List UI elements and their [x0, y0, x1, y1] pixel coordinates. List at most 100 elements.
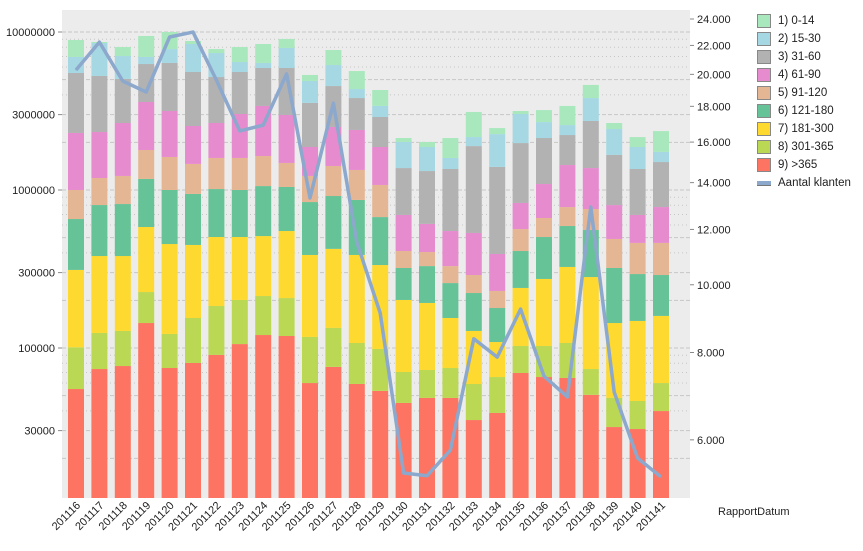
bar-segment-3	[582, 120, 599, 169]
bar-segment-8	[582, 369, 599, 395]
bar-segment-4	[442, 231, 459, 267]
legend-label: 5) 91-120	[778, 87, 828, 99]
bar-segment-3	[629, 169, 646, 215]
bar-segment-7	[208, 237, 225, 306]
bar-segment-2	[395, 141, 412, 169]
bar-segment-8	[302, 336, 318, 384]
bar-segment-1	[278, 38, 295, 48]
bar-segment-5	[91, 178, 108, 206]
bar-segment-9	[559, 377, 576, 498]
legend-swatch	[757, 50, 771, 64]
bar-segment-3	[348, 98, 365, 130]
line-point	[309, 197, 311, 199]
bar-segment-2	[325, 65, 342, 87]
bar-segment-9	[91, 369, 108, 498]
bar-segment-1	[68, 39, 84, 57]
y2-tick-label: 12.000	[697, 224, 731, 236]
bar-segment-8	[68, 347, 84, 390]
bar-segment-1	[442, 138, 459, 158]
bar-segment-7	[348, 254, 365, 343]
bar-segment-2	[138, 56, 155, 65]
bar-segment-7	[372, 265, 389, 349]
bar-segment-8	[465, 383, 482, 421]
legend-label: 6) 121-180	[778, 105, 834, 117]
bar-segment-1	[559, 105, 576, 126]
line-point	[145, 91, 147, 93]
legend-item: 6) 121-180	[757, 102, 851, 120]
bar-segment-1	[348, 71, 365, 90]
bar-segment-3	[302, 102, 318, 148]
bar-segment-8	[512, 345, 529, 373]
bar-segment-2	[606, 129, 623, 155]
bar-segment-7	[255, 236, 272, 297]
line-point	[637, 457, 639, 459]
legend-item: 5) 91-120	[757, 84, 851, 102]
bar-segment-8	[653, 383, 669, 412]
bar-segment-5	[255, 156, 272, 187]
bar-segment-9	[348, 383, 365, 498]
legend-label: 1) 0-14	[778, 15, 815, 27]
bar-segment-8	[395, 371, 412, 403]
bar-segment-3	[442, 169, 459, 232]
bar-segment-2	[231, 62, 248, 72]
bar-segment-6	[465, 293, 482, 331]
bar-segment-3	[231, 71, 248, 115]
bar-segment-1	[114, 47, 131, 57]
x-axis-title: RapportDatum	[718, 506, 790, 518]
bar-segment-3	[465, 146, 482, 233]
legend-item: 9) >365	[757, 156, 851, 174]
legend-swatch	[757, 68, 771, 82]
bar-segment-6	[512, 251, 529, 288]
bar-segment-3	[161, 62, 178, 112]
bar-segment-1	[512, 111, 529, 115]
line-point	[496, 356, 498, 358]
bar-segment-9	[278, 336, 295, 498]
bar-segment-2	[185, 44, 201, 72]
bar-segment-4	[372, 147, 389, 185]
bar-segment-5	[606, 238, 623, 268]
bar-segment-5	[348, 169, 365, 200]
bar-segment-9	[489, 412, 506, 498]
bar-segment-6	[489, 308, 506, 343]
bar-segment-6	[395, 267, 412, 300]
bar-segment-7	[442, 317, 459, 369]
legend-swatch	[757, 140, 771, 154]
legend-swatch	[757, 32, 771, 46]
bar-segment-2	[348, 89, 365, 99]
bar-segment-6	[372, 217, 389, 266]
line-point	[98, 41, 100, 43]
bar-segment-4	[582, 168, 599, 210]
bar-segment-5	[395, 251, 412, 268]
bar-segment-4	[348, 129, 365, 170]
y-tick-label: 30000	[24, 426, 55, 438]
line-point	[192, 31, 194, 33]
bar-segment-7	[606, 323, 623, 398]
bar-segment-7	[278, 231, 295, 299]
bar-segment-2	[278, 47, 295, 69]
bar-segment-7	[302, 254, 318, 337]
line-point	[403, 472, 405, 474]
bar-segment-1	[653, 131, 669, 152]
y2-tick-label: 18.000	[697, 101, 731, 113]
y2-tick-label: 20.000	[697, 69, 731, 81]
bar-segment-6	[653, 275, 669, 316]
bar-segment-9	[231, 344, 248, 498]
bar-segment-9	[372, 390, 389, 498]
line-point	[520, 308, 522, 310]
bar-segment-8	[255, 296, 272, 336]
legend-swatch	[757, 86, 771, 100]
bar-segment-8	[489, 377, 506, 413]
bar-segment-9	[68, 389, 84, 498]
bar-segment-3	[138, 64, 155, 102]
bar-segment-3	[395, 168, 412, 215]
bar-segment-1	[255, 44, 272, 63]
bar-segment-2	[442, 157, 459, 170]
y2-tick-label: 8.000	[697, 348, 725, 360]
bar-segment-8	[231, 299, 248, 345]
line-point	[332, 102, 334, 104]
y2-tick-label: 22.000	[697, 40, 731, 52]
y2-tick-label: 16.000	[697, 137, 731, 149]
legend-item: 4) 61-90	[757, 66, 851, 84]
bar-segment-2	[559, 125, 576, 136]
bar-segment-2	[653, 151, 669, 163]
